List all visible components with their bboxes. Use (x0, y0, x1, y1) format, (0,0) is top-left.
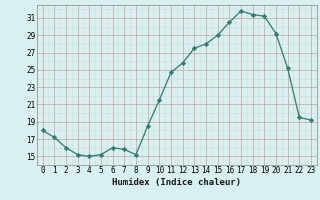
X-axis label: Humidex (Indice chaleur): Humidex (Indice chaleur) (112, 178, 241, 187)
